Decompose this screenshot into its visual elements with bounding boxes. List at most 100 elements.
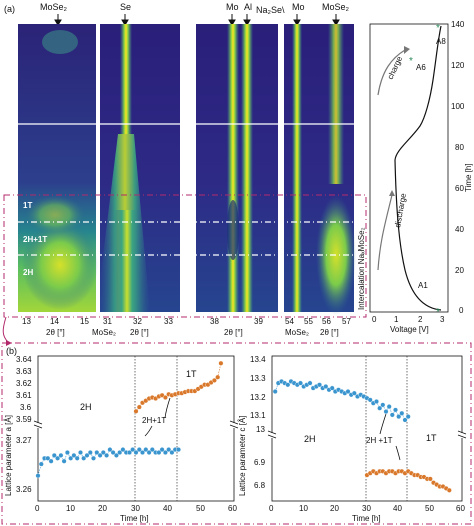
chart-c-ylabel: Lattice parameter c [Å] bbox=[238, 416, 247, 496]
svg-text:3.64: 3.64 bbox=[16, 355, 32, 364]
peak-label-mose2-4: MoSe₂ bbox=[322, 2, 350, 12]
svg-text:120: 120 bbox=[451, 61, 465, 70]
chart-c-data-point bbox=[307, 380, 313, 386]
svg-text:3: 3 bbox=[440, 315, 445, 324]
chart-a-data-point bbox=[97, 452, 103, 458]
svg-text:6.8: 6.8 bbox=[254, 481, 266, 490]
chart-a-data-point bbox=[117, 450, 123, 456]
time-ylabel: Time [h] bbox=[464, 163, 473, 192]
peak-label-mo-1: Mo bbox=[226, 2, 239, 12]
phase-label-2h: 2H bbox=[23, 268, 33, 277]
panel-b-frame bbox=[1, 342, 472, 525]
svg-text:80: 80 bbox=[455, 143, 464, 152]
connector-arc bbox=[2, 316, 9, 343]
chart-a-data-point bbox=[143, 447, 149, 453]
chart-a-data-point bbox=[120, 447, 126, 453]
chart-c-xticks: 0 10 20 30 40 50 60 bbox=[269, 504, 465, 513]
chart-c-data-point bbox=[298, 380, 304, 386]
svg-text:57: 57 bbox=[342, 317, 351, 326]
chart-c-data-point bbox=[374, 399, 380, 405]
svg-text:20: 20 bbox=[98, 504, 107, 513]
svg-text:6.9: 6.9 bbox=[254, 458, 266, 467]
svg-text:30: 30 bbox=[131, 504, 140, 513]
svg-text:100: 100 bbox=[451, 102, 465, 111]
svg-text:60: 60 bbox=[456, 504, 465, 513]
svg-text:0: 0 bbox=[459, 306, 464, 315]
chart-c-data-point bbox=[345, 389, 351, 395]
svg-text:40: 40 bbox=[455, 225, 464, 234]
chart-c-points bbox=[272, 378, 452, 493]
bottom-label-mose2-2: MoSe₂ bbox=[285, 328, 309, 337]
svg-text:50: 50 bbox=[196, 504, 205, 513]
svg-text:13.1: 13.1 bbox=[250, 411, 266, 420]
chart-a-data-point bbox=[61, 458, 67, 464]
chart-a-data-point bbox=[48, 458, 54, 464]
chart-c-data-point bbox=[386, 404, 392, 410]
chart-a-xlabel: Time [h] bbox=[120, 514, 149, 523]
chart-c-data-point bbox=[383, 409, 389, 415]
peak-label-na2se: Na₂Se\ bbox=[256, 5, 285, 15]
chart-a-data-point bbox=[64, 450, 70, 456]
chart-a-data-point bbox=[126, 450, 132, 456]
heatmap-xticks: 13 14 15 31 32 33 38 39 54 55 56 57 bbox=[22, 317, 351, 326]
chart-c-label-2h1t: 2H +1T bbox=[366, 436, 393, 445]
chart-a-data-point bbox=[68, 455, 74, 461]
marker-a1: A1 bbox=[418, 281, 428, 290]
svg-text:13.4: 13.4 bbox=[250, 355, 266, 364]
chart-c-axes bbox=[271, 355, 463, 502]
svg-text:2: 2 bbox=[418, 315, 423, 324]
svg-text:3.6: 3.6 bbox=[20, 403, 32, 412]
chart-a-data-point bbox=[215, 374, 221, 380]
panel-a-label: (a) bbox=[4, 4, 15, 14]
intercalation-region bbox=[3, 194, 367, 318]
peak-label-mo-2: Mo bbox=[292, 2, 305, 12]
chart-a-label-2h: 2H bbox=[80, 402, 92, 412]
chart-a-data-point bbox=[218, 360, 224, 366]
chart-a-data-point bbox=[149, 447, 155, 453]
chart-c-label-2h: 2H bbox=[304, 434, 316, 444]
chart-a-data-point bbox=[136, 404, 142, 410]
chart-c-data-point bbox=[402, 417, 408, 423]
svg-text:60: 60 bbox=[228, 504, 237, 513]
x-label-2theta-3: 2θ [°] bbox=[224, 328, 243, 337]
svg-text:30: 30 bbox=[362, 504, 371, 513]
chart-a-data-point bbox=[71, 452, 77, 458]
svg-text:*: * bbox=[409, 56, 413, 67]
chart-a-data-point bbox=[107, 447, 113, 453]
chart-c-data-point bbox=[393, 407, 399, 413]
chart-c-data-point bbox=[405, 414, 411, 420]
chart-a-series-line-orange bbox=[135, 363, 222, 412]
svg-text:*: * bbox=[436, 23, 440, 34]
chart-a-data-point bbox=[211, 377, 217, 383]
chart-a-data-point bbox=[100, 450, 106, 456]
chart-a-ylabel: Lattice parameter a [Å] bbox=[4, 415, 13, 496]
svg-text:3.27: 3.27 bbox=[16, 436, 32, 445]
chart-c-series-line-orange bbox=[366, 470, 450, 491]
chart-c-break bbox=[267, 430, 467, 439]
chart-c-phase-lines bbox=[365, 356, 408, 501]
chart-a-axes bbox=[37, 355, 235, 502]
svg-text:13: 13 bbox=[256, 425, 265, 434]
chart-c-data-point bbox=[351, 390, 357, 396]
chart-a-data-point bbox=[94, 450, 100, 456]
svg-text:15: 15 bbox=[80, 317, 89, 326]
x-label-2theta-4: 2θ [°] bbox=[320, 328, 339, 337]
chart-c-data-point bbox=[389, 412, 395, 418]
chart-a-data-point bbox=[175, 447, 181, 453]
peak-label-al: Al bbox=[244, 2, 252, 12]
chart-c-label-1t: 1T bbox=[426, 433, 437, 443]
svg-text:10: 10 bbox=[299, 504, 308, 513]
svg-text:20: 20 bbox=[330, 504, 339, 513]
chart-a-data-point bbox=[166, 447, 172, 453]
chart-a-data-point bbox=[139, 450, 145, 456]
chart-a-data-point bbox=[35, 473, 41, 479]
svg-text:55: 55 bbox=[304, 317, 313, 326]
svg-text:3.63: 3.63 bbox=[16, 367, 32, 376]
chart-c-data-point bbox=[367, 397, 373, 403]
svg-text:1: 1 bbox=[394, 315, 399, 324]
chart-c-data-point bbox=[285, 382, 291, 388]
chart-c-yticks: 13.4 13.3 13.2 13.1 13 6.9 6.8 bbox=[250, 355, 266, 490]
chart-a-data-point bbox=[90, 455, 96, 461]
phase-label-1t: 1T bbox=[23, 201, 32, 210]
svg-text:0: 0 bbox=[269, 504, 274, 513]
